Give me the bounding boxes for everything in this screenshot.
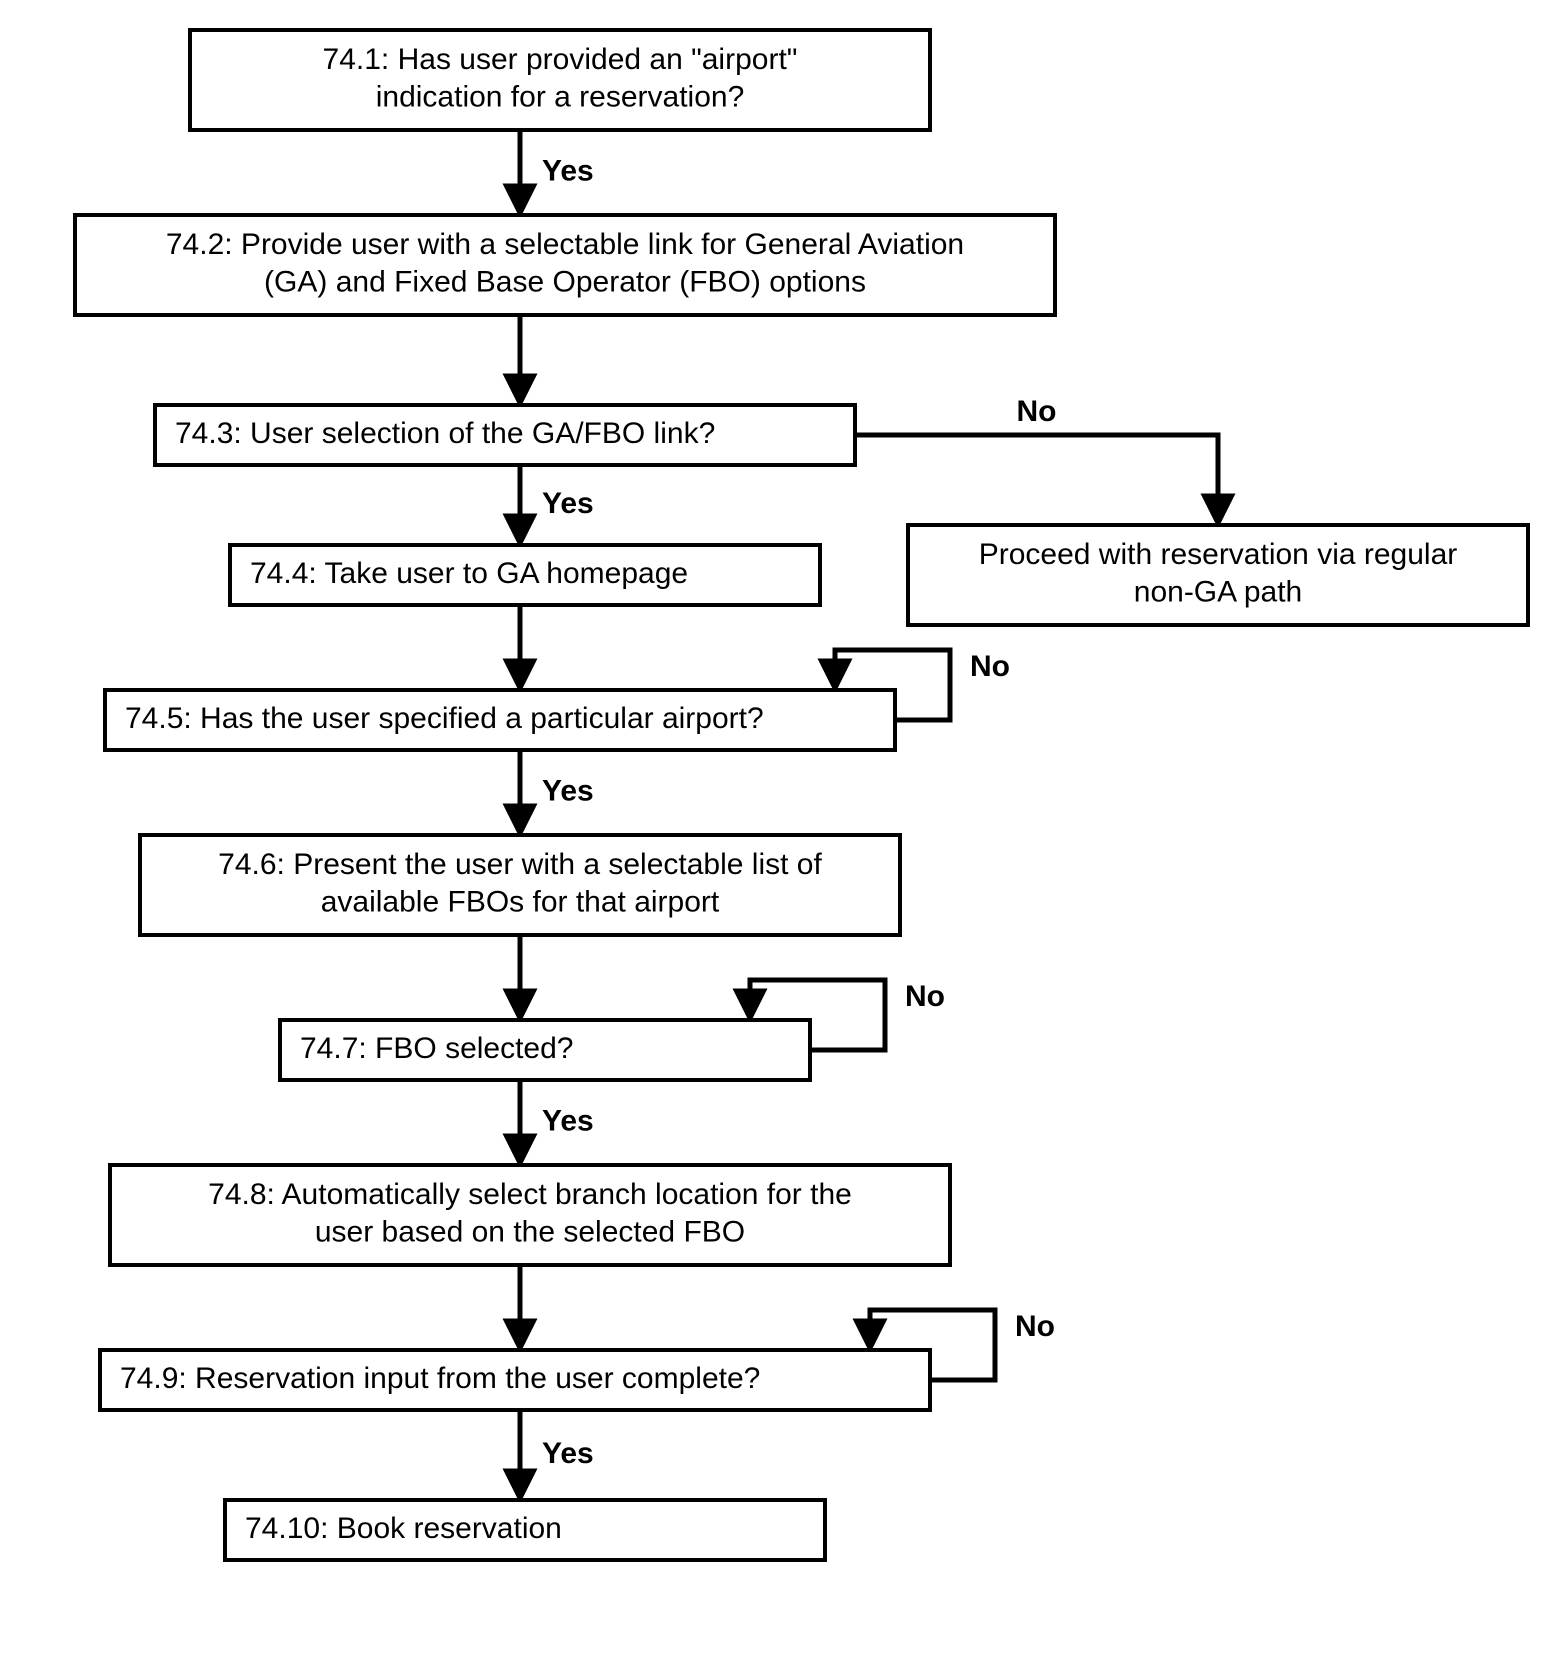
node-text-n5-0: 74.5: Has the user specified a particula… xyxy=(125,702,764,735)
node-n8: 74.8: Automatically select branch locati… xyxy=(110,1165,950,1265)
node-text-nX-0: Proceed with reservation via regular xyxy=(979,538,1458,571)
node-nX: Proceed with reservation via regular non-… xyxy=(908,525,1528,625)
node-text-n4-0: 74.4: Take user to GA homepage xyxy=(250,557,688,590)
edge-label-n1-n2: Yes xyxy=(542,154,594,187)
node-n6: 74.6: Present the user with a selectable… xyxy=(140,835,900,935)
node-n9: 74.9: Reservation input from the user co… xyxy=(100,1350,930,1410)
node-text-n9-0: 74.9: Reservation input from the user co… xyxy=(120,1362,760,1395)
node-n10: 74.10: Book reservation xyxy=(225,1500,825,1560)
node-n3: 74.3: User selection of the GA/FBO link? xyxy=(155,405,855,465)
node-text-nX-1: non-GA path xyxy=(1134,576,1302,609)
node-n5: 74.5: Has the user specified a particula… xyxy=(105,690,895,750)
node-text-n8-0: 74.8: Automatically select branch locati… xyxy=(208,1178,852,1211)
node-text-n2-1: (GA) and Fixed Base Operator (FBO) optio… xyxy=(264,266,866,299)
edge-label-no-n7: No xyxy=(905,980,945,1013)
node-text-n1-0: 74.1: Has user provided an "airport" xyxy=(323,43,798,76)
node-text-n10-0: 74.10: Book reservation xyxy=(245,1512,562,1545)
node-n2: 74.2: Provide user with a selectable lin… xyxy=(75,215,1055,315)
node-n7: 74.7: FBO selected? xyxy=(280,1020,810,1080)
edge-label-no-n5: No xyxy=(970,650,1010,683)
node-text-n6-0: 74.6: Present the user with a selectable… xyxy=(218,848,822,881)
node-text-n2-0: 74.2: Provide user with a selectable lin… xyxy=(166,228,964,261)
edge-label-n5-n6: Yes xyxy=(542,774,594,807)
node-text-n7-0: 74.7: FBO selected? xyxy=(300,1032,574,1065)
edge-label-n3-nX: No xyxy=(1017,395,1057,428)
node-n1: 74.1: Has user provided an "airport" indi… xyxy=(190,30,930,130)
edge-n3-nX xyxy=(855,435,1218,525)
node-text-n1-1: indication for a reservation? xyxy=(376,81,745,114)
node-text-n6-1: available FBOs for that airport xyxy=(321,886,720,919)
flowchart: Yes Yes Yes Yes Yes No No No No 74.1: Has user pr… xyxy=(0,0,1557,1662)
edge-label-no-n9: No xyxy=(1015,1310,1055,1343)
edge-label-n9-n10: Yes xyxy=(542,1437,594,1470)
node-text-n3-0: 74.3: User selection of the GA/FBO link? xyxy=(175,417,715,450)
edge-label-n7-n8: Yes xyxy=(542,1104,594,1137)
edge-label-n3-n4: Yes xyxy=(542,487,594,520)
node-text-n8-1: user based on the selected FBO xyxy=(315,1216,745,1249)
node-n4: 74.4: Take user to GA homepage xyxy=(230,545,820,605)
